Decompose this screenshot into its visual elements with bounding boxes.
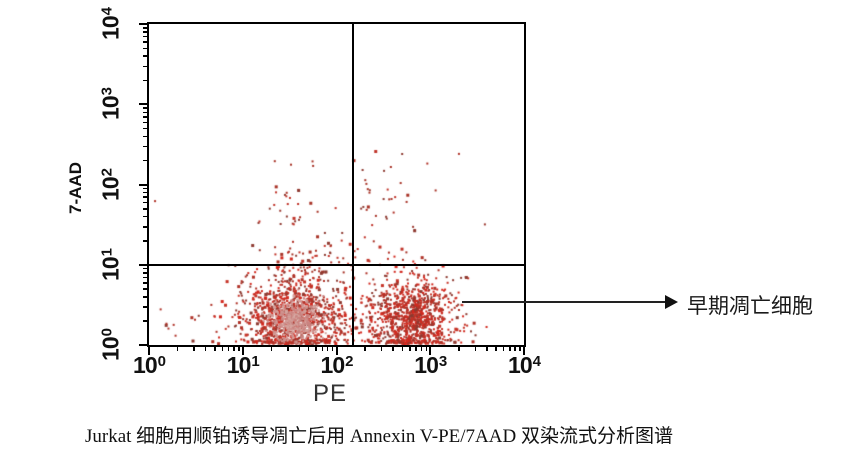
y-axis-minor-tick: [143, 31, 147, 33]
x-axis-minor-tick: [401, 347, 404, 351]
x-axis-minor-tick: [474, 347, 477, 351]
y-axis-minor-tick: [143, 107, 147, 109]
x-axis-minor-tick: [502, 347, 505, 351]
x-axis-minor-tick: [298, 347, 301, 351]
x-axis-major-tick: [148, 347, 150, 355]
y-axis-label: 7-AAD: [66, 162, 85, 214]
y-axis-major-tick: [139, 183, 147, 186]
y-axis-minor-tick: [143, 296, 147, 298]
quadrant-gate-vertical-line: [352, 24, 354, 345]
x-axis-major-tick: [241, 347, 244, 355]
y-axis-minor-tick: [143, 191, 147, 194]
y-axis-minor-tick: [143, 201, 147, 204]
y-axis-minor-tick: [143, 35, 147, 38]
y-axis-minor-tick: [143, 320, 147, 322]
x-axis-minor-tick: [227, 347, 230, 351]
x-axis-minor-tick: [221, 347, 224, 351]
x-axis-minor-tick: [458, 347, 460, 351]
x-axis-minor-tick: [415, 347, 417, 351]
x-axis-minor-tick: [420, 347, 423, 351]
x-axis-minor-tick: [392, 347, 394, 351]
x-axis-minor-tick: [495, 347, 497, 351]
x-axis-minor-tick: [486, 347, 488, 351]
x-axis-major-tick: [335, 347, 338, 355]
y-axis-minor-tick: [143, 215, 147, 218]
x-tick-label: 103: [414, 352, 447, 378]
y-axis-minor-tick: [143, 65, 147, 68]
y-axis-minor-tick: [143, 127, 147, 130]
plot-frame: [147, 22, 526, 347]
x-axis-minor-tick: [331, 347, 334, 351]
x-axis-minor-tick: [326, 347, 329, 351]
y-axis-minor-tick: [143, 276, 147, 279]
figure-caption: Jurkat 细胞用顺铂诱导凋亡后用 Annexin V-PE/7AAD 双染流…: [85, 426, 673, 447]
annotation-early-apoptotic-label: 早期凋亡细胞: [687, 294, 813, 318]
x-axis-minor-tick: [509, 347, 511, 351]
x-axis-minor-tick: [233, 347, 235, 351]
y-axis-minor-tick: [143, 282, 147, 284]
y-axis-minor-tick: [143, 187, 147, 190]
x-axis-minor-tick: [364, 347, 366, 351]
x-axis-minor-tick: [204, 347, 207, 351]
y-axis-minor-tick: [143, 111, 147, 114]
y-tick-label: 101: [97, 248, 124, 281]
x-axis-minor-tick: [238, 347, 240, 351]
y-axis-minor-tick: [143, 196, 147, 198]
x-axis-minor-tick: [519, 347, 521, 351]
x-tick-label: 102: [320, 352, 354, 378]
x-axis-minor-tick: [409, 347, 411, 351]
x-axis-minor-tick: [214, 347, 216, 351]
x-axis-minor-tick: [425, 347, 428, 351]
y-axis-minor-tick: [143, 79, 147, 82]
y-axis-major-tick: [139, 103, 147, 106]
y-tick-label: 103: [97, 88, 124, 121]
x-axis-minor-tick: [514, 347, 516, 351]
x-axis-minor-tick: [287, 347, 289, 351]
x-axis-minor-tick: [321, 347, 324, 351]
y-axis-minor-tick: [143, 208, 147, 210]
y-axis-minor-tick: [143, 116, 147, 118]
x-axis-major-tick: [429, 347, 432, 355]
y-axis-major-tick: [139, 344, 147, 346]
y-axis-minor-tick: [143, 226, 147, 228]
x-tick-label: 100: [133, 352, 166, 378]
y-axis-minor-tick: [143, 240, 147, 242]
y-axis-minor-tick: [143, 41, 147, 43]
y-axis-major-tick: [139, 23, 147, 25]
y-axis-minor-tick: [143, 159, 147, 162]
x-axis-minor-tick: [193, 347, 195, 351]
y-tick-label: 100: [97, 329, 124, 361]
y-axis-minor-tick: [143, 306, 147, 308]
y-axis-minor-tick: [143, 272, 147, 274]
x-axis-major-tick: [523, 347, 525, 355]
y-axis-minor-tick: [143, 135, 147, 138]
x-axis-minor-tick: [270, 347, 273, 351]
x-tick-label: 101: [226, 352, 260, 378]
y-axis-major-tick: [139, 263, 147, 266]
y-axis-minor-tick: [143, 55, 147, 57]
x-axis-minor-tick: [307, 347, 310, 351]
x-axis-minor-tick: [315, 347, 317, 351]
y-axis-minor-tick: [143, 267, 147, 270]
x-axis-label: PE: [312, 380, 347, 407]
y-axis-minor-tick: [143, 288, 147, 290]
y-axis-minor-tick: [143, 145, 147, 148]
x-tick-label: 104: [508, 352, 541, 378]
y-tick-label: 102: [97, 168, 124, 201]
x-axis-minor-tick: [176, 347, 179, 351]
x-axis-minor-tick: [380, 347, 383, 351]
y-axis-minor-tick: [143, 47, 147, 50]
y-axis-minor-tick: [143, 121, 147, 124]
annotation-arrow-line: [462, 301, 667, 303]
quadrant-gate-horizontal-line: [149, 263, 524, 266]
annotation-arrowhead-icon: [665, 295, 678, 309]
scatter-points-canvas: [149, 24, 524, 345]
y-axis-minor-tick: [143, 27, 147, 29]
y-tick-label: 104: [97, 8, 124, 40]
